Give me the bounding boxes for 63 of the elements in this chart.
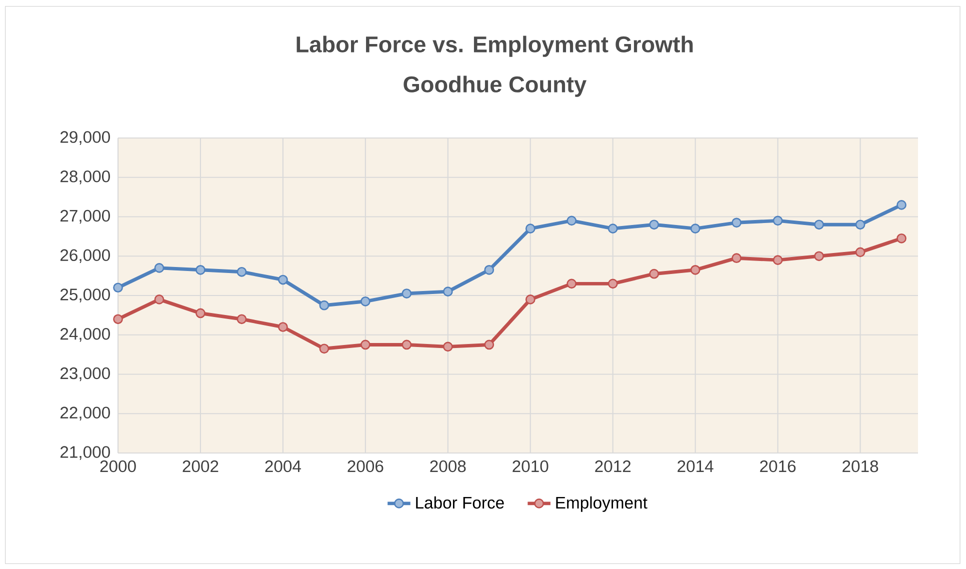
x-tick-label: 2004 [265, 460, 301, 472]
y-tick-label: 24,000 [60, 328, 110, 342]
legend-label: Employment [556, 496, 648, 512]
point [319, 300, 330, 310]
point [278, 274, 288, 285]
point [855, 220, 866, 230]
point [442, 342, 453, 352]
point [484, 340, 494, 350]
point [772, 216, 783, 226]
point [649, 220, 660, 230]
point [236, 266, 247, 277]
y-tick-label: 29,000 [60, 131, 110, 145]
y-tick-label: 22,000 [60, 406, 110, 421]
point [154, 263, 164, 273]
point [196, 308, 206, 318]
point [732, 218, 742, 228]
point [649, 268, 660, 279]
x-tick-label: 2002 [182, 460, 218, 472]
point [484, 264, 494, 275]
point [566, 278, 577, 289]
point [814, 220, 824, 230]
point [732, 253, 742, 264]
x-tick-label: 2000 [100, 460, 136, 472]
point [360, 296, 370, 306]
point [196, 264, 206, 275]
point [896, 233, 906, 244]
point [772, 255, 783, 266]
x-tick-label: 2018 [842, 460, 878, 472]
point [855, 247, 866, 258]
legend-label: Labor Force [416, 496, 504, 509]
y-tick-label: 28,000 [60, 170, 110, 184]
point [113, 282, 123, 293]
y-tick-label: 25,000 [60, 288, 110, 302]
point [525, 224, 536, 234]
x-tick-label: 2006 [348, 460, 384, 472]
point [566, 216, 577, 226]
point [278, 322, 288, 332]
y-tick-label: 23,000 [60, 367, 110, 382]
x-tick-label: 2016 [760, 460, 796, 472]
y-tick-label: 21,000 [60, 446, 110, 460]
point [896, 200, 906, 210]
point [690, 224, 700, 234]
chart-title: Labor Force vs. Employment Growth [296, 36, 693, 57]
point [319, 344, 330, 354]
point [360, 340, 370, 350]
point [402, 288, 412, 298]
point [113, 314, 123, 324]
point [690, 264, 700, 275]
x-tick-label: 2008 [430, 460, 466, 472]
point [525, 294, 536, 304]
point [608, 278, 618, 289]
x-tick-label: 2012 [595, 460, 631, 472]
x-tick-label: 2010 [512, 460, 548, 472]
x-tick-label: 2014 [678, 460, 714, 472]
point [236, 314, 247, 324]
y-tick-label: 27,000 [60, 210, 110, 224]
point [154, 294, 164, 304]
point [814, 251, 824, 262]
y-tick-label: 26,000 [60, 249, 110, 264]
point [442, 286, 453, 296]
point [402, 340, 412, 350]
chart-subtitle: Goodhue County [404, 76, 586, 97]
point [608, 224, 618, 234]
